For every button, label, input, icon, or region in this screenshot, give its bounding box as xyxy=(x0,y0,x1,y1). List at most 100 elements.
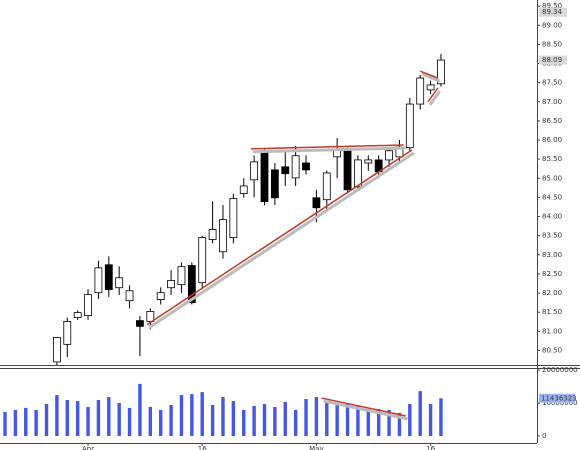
candle-body xyxy=(94,267,103,294)
volume-bar xyxy=(283,402,287,436)
candle-body xyxy=(136,320,144,327)
candle-body xyxy=(343,149,352,191)
candle-body xyxy=(115,277,124,289)
volume-bar xyxy=(304,399,308,436)
volume-bar xyxy=(34,409,38,436)
volume-bar xyxy=(169,404,173,436)
candle-body xyxy=(73,312,82,318)
volume-bar xyxy=(387,409,391,436)
volume-bar xyxy=(221,397,225,436)
volume-bar xyxy=(65,400,69,436)
x-tick-label: 16 xyxy=(426,445,435,450)
y-tick-label: 85.00 xyxy=(542,174,562,182)
volume-bar xyxy=(200,392,204,436)
candle-body xyxy=(312,197,321,209)
y-tick-label: 83.50 xyxy=(542,232,562,240)
trendline xyxy=(427,87,439,103)
axes: 80.50 81.00 81.50 82.00 82.50 83.00 83.50 84.00… xyxy=(82,2,578,450)
volume-bar xyxy=(127,407,132,436)
candle-body xyxy=(354,159,362,188)
candle-body xyxy=(125,290,134,302)
volume-bar xyxy=(3,411,7,436)
candle-body xyxy=(177,266,186,286)
y-tick-label: 82.00 xyxy=(542,289,562,297)
trendline-shadow xyxy=(421,72,441,83)
volume-bar xyxy=(356,405,360,436)
candle-body xyxy=(156,292,165,300)
trendline xyxy=(419,70,439,79)
price-marker-label: 89.34 xyxy=(542,8,563,16)
candle-body xyxy=(260,151,269,203)
volume-bar xyxy=(273,406,277,436)
volume-bar xyxy=(179,395,184,436)
y-tick-label: 86.00 xyxy=(542,136,562,144)
volume-bar xyxy=(159,409,163,436)
y-tick-label: 89.50 xyxy=(542,2,562,10)
volume-bar xyxy=(190,394,194,436)
candle-body xyxy=(437,59,445,85)
candle-body xyxy=(416,77,425,105)
candle-body xyxy=(84,294,92,317)
y-tick-label: 88.50 xyxy=(542,40,562,48)
y-tick-label: 82.50 xyxy=(542,270,562,278)
price-marker-box xyxy=(539,7,567,17)
y-tick-label: 81.00 xyxy=(542,327,562,335)
x-tick-label: May xyxy=(309,445,323,450)
trendline-shadow xyxy=(252,146,406,154)
candle-body xyxy=(219,219,227,253)
candle-body xyxy=(302,162,310,171)
candle-body xyxy=(405,103,414,149)
y-tick-label: 87.50 xyxy=(542,79,562,87)
trendline-shadow xyxy=(428,90,442,106)
y-tick-label: 85.50 xyxy=(542,155,562,163)
volume-bar xyxy=(55,395,59,436)
y-tick-label: 80.50 xyxy=(542,346,562,354)
candle-body xyxy=(53,337,61,363)
candle-body xyxy=(198,237,207,284)
volume-bar xyxy=(117,403,121,436)
price-marker-box xyxy=(539,55,567,65)
candle-body xyxy=(426,84,435,91)
y-tick-label: 83.00 xyxy=(542,251,562,259)
volume-bar xyxy=(13,409,18,436)
y-tick-label: 84.50 xyxy=(542,193,562,201)
candle-body xyxy=(229,198,238,238)
volume-bar xyxy=(252,405,256,436)
volume-bar xyxy=(397,412,402,436)
candle-body xyxy=(104,264,113,291)
volume-bar xyxy=(107,397,111,436)
price-marker-label: 88.09 xyxy=(542,56,562,64)
volume-marker-label: 11436323 xyxy=(541,394,577,402)
candle-body xyxy=(239,185,248,194)
volume-bar xyxy=(366,408,370,436)
volume-bar xyxy=(345,403,350,436)
y2-tick-label: 20000000 xyxy=(542,366,578,374)
volume-bar xyxy=(231,401,236,436)
candle-body xyxy=(364,159,373,164)
trendline xyxy=(321,397,406,417)
candle-body xyxy=(250,161,259,181)
candle-body xyxy=(208,229,217,240)
volume-bar xyxy=(376,408,381,436)
candle-body xyxy=(291,155,300,179)
candle-body xyxy=(167,280,175,289)
volume-bar xyxy=(24,407,28,436)
x-tick-label: 16 xyxy=(198,445,207,450)
trendline-shadow xyxy=(148,151,415,329)
volume-bar xyxy=(428,403,433,436)
trendline xyxy=(146,149,413,326)
y2-tick-label: 10000000 xyxy=(542,399,578,407)
volume-bar xyxy=(325,402,329,436)
volume-bar xyxy=(44,403,49,436)
volume-bar xyxy=(210,404,215,436)
volume-bar xyxy=(262,403,267,436)
candle-body xyxy=(281,166,290,175)
y-tick-label: 84.00 xyxy=(542,213,562,221)
price-panel xyxy=(53,53,445,365)
candle-body xyxy=(322,172,331,201)
y-tick-label: 86.50 xyxy=(542,117,562,125)
volume-bar xyxy=(439,398,443,436)
y-tick-label: 81.50 xyxy=(542,308,562,316)
